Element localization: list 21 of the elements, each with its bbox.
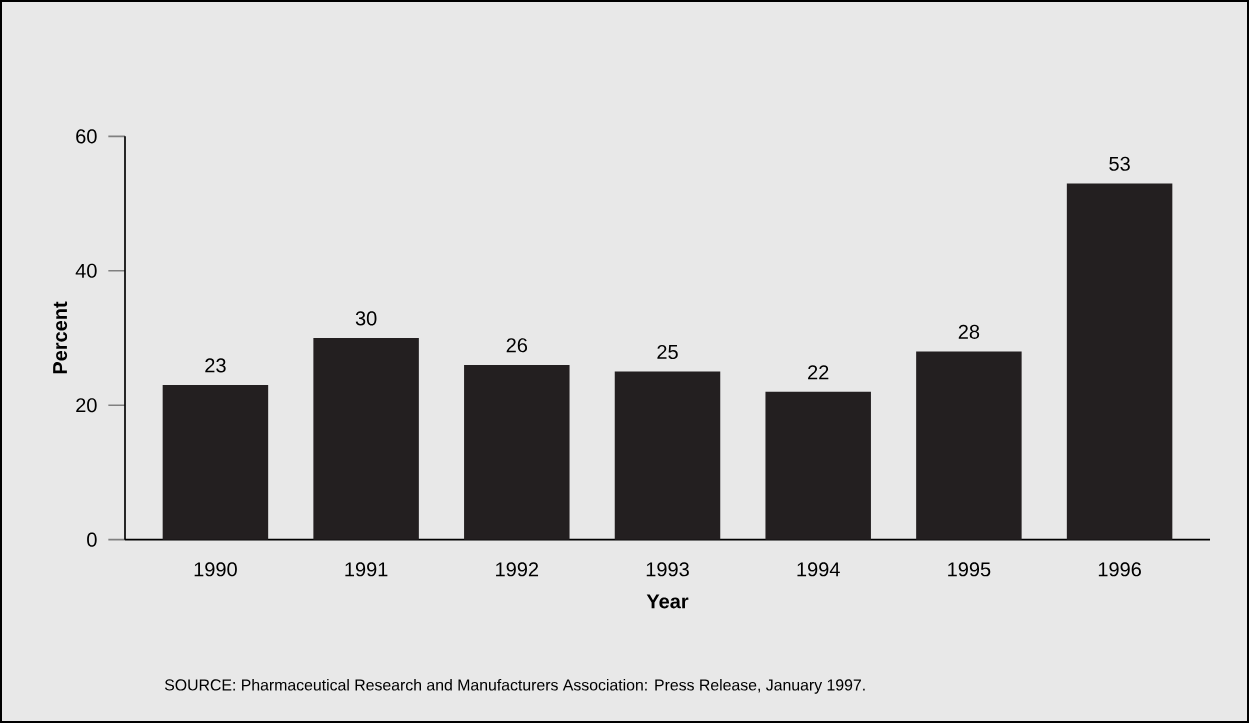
source-note: SOURCE: Pharmaceutical Research and Manufacturers Association: Press Release, January 1997. [164, 678, 865, 694]
y-tick-label: 20 [76, 398, 97, 413]
data-label: 23 [205, 358, 226, 373]
data-label: 25 [657, 344, 678, 360]
x-tick-label: 1991 [345, 562, 388, 577]
data-label: 26 [506, 338, 528, 353]
y-tick-label: 60 [76, 129, 97, 144]
data-label: 28 [958, 324, 980, 339]
x-tick-label: 1994 [797, 562, 840, 577]
x-tick-label: 1992 [496, 562, 539, 577]
data-label: 22 [808, 365, 829, 380]
y-axis-title: Percent [53, 301, 68, 374]
x-tick-label: 1996 [1098, 562, 1141, 577]
x-tick-label: 1995 [948, 562, 991, 577]
y-tick-label: 0 [87, 532, 97, 547]
x-tick-label: 1993 [646, 562, 689, 577]
data-label: 53 [1109, 156, 1130, 171]
x-tick-label: 1990 [194, 562, 237, 577]
data-label: 30 [355, 311, 377, 326]
y-tick-label: 40 [75, 263, 97, 278]
x-axis-title: Year [646, 594, 689, 609]
